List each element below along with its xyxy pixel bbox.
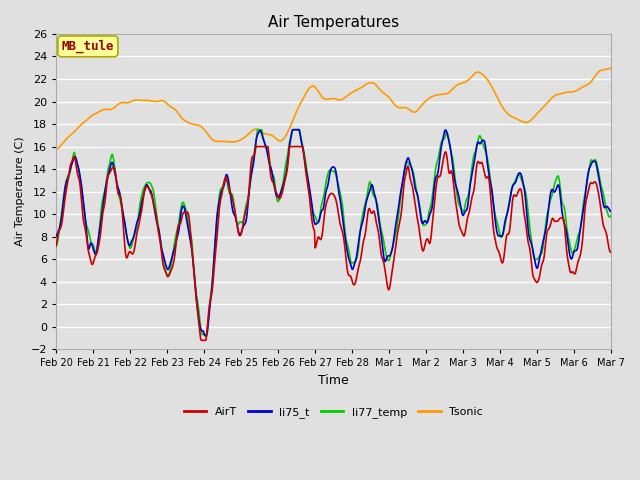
Y-axis label: Air Temperature (C): Air Temperature (C) bbox=[15, 137, 25, 246]
Legend: AirT, li75_t, li77_temp, Tsonic: AirT, li75_t, li77_temp, Tsonic bbox=[179, 403, 488, 423]
Title: Air Temperatures: Air Temperatures bbox=[268, 15, 399, 30]
Text: MB_tule: MB_tule bbox=[61, 40, 114, 53]
X-axis label: Time: Time bbox=[318, 374, 349, 387]
